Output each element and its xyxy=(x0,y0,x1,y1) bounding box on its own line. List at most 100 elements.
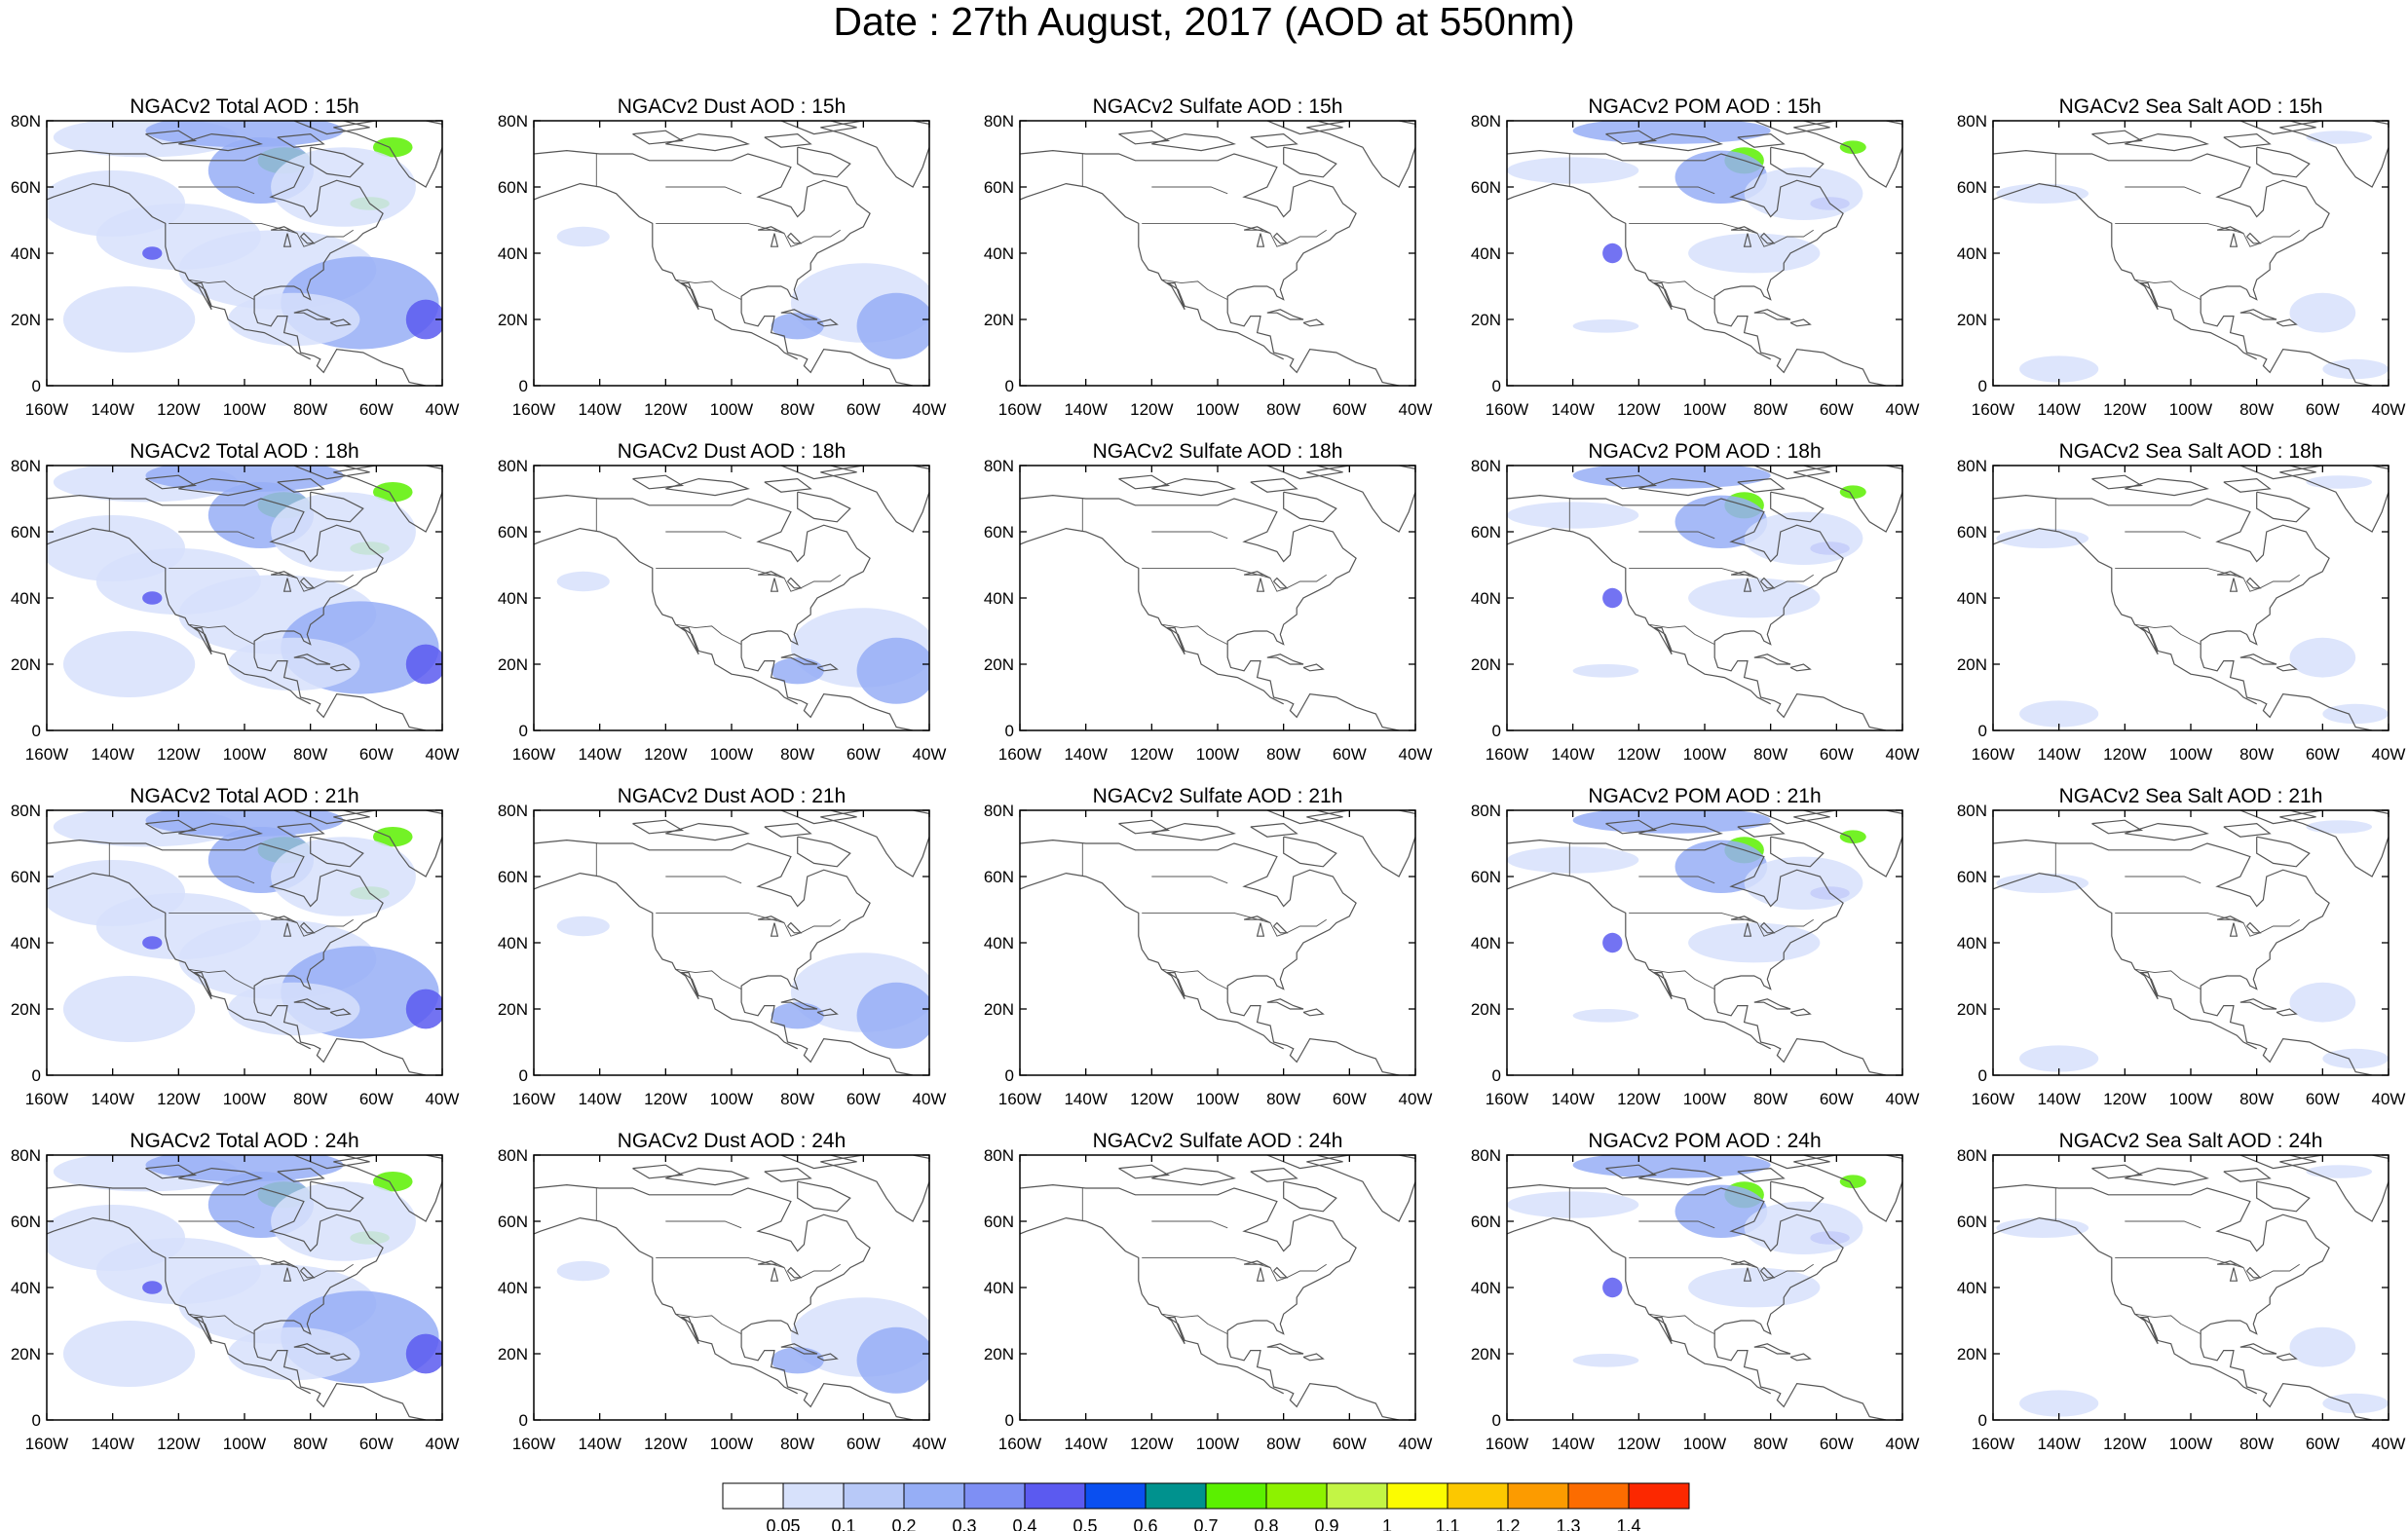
panel-title: NGACv2 Total AOD : 21h xyxy=(130,785,358,807)
y-tick-label: 80N xyxy=(1471,802,1501,820)
x-tick-label: 100W xyxy=(223,400,266,419)
panel-title: NGACv2 Sulfate AOD : 24h xyxy=(1093,1130,1343,1152)
x-tick-label: 80W xyxy=(1266,745,1300,764)
y-tick-label: 80N xyxy=(984,1146,1014,1165)
y-tick-label: 80N xyxy=(1957,457,1987,475)
coastlines xyxy=(1993,1155,2389,1420)
x-tick-label: 120W xyxy=(644,745,687,764)
colorbar-swatch xyxy=(1507,1482,1569,1510)
colorbar-label: 0.1 xyxy=(831,1516,855,1531)
aod-field xyxy=(1507,810,1866,1023)
y-tick-label: 20N xyxy=(1471,311,1501,329)
x-tick-label: 120W xyxy=(2103,745,2146,764)
aod-field xyxy=(1996,131,2389,383)
x-tick-label: 60W xyxy=(1333,745,1367,764)
x-tick-label: 120W xyxy=(2103,1090,2146,1108)
y-tick-label: 80N xyxy=(498,1146,528,1165)
colorbar-swatch xyxy=(1145,1482,1207,1510)
x-tick-label: 120W xyxy=(1130,1090,1173,1108)
colorbar-swatch xyxy=(1084,1482,1147,1510)
x-tick-label: 80W xyxy=(1753,1435,1787,1453)
y-tick-label: 0 xyxy=(32,722,41,740)
colorbar-swatch xyxy=(1386,1482,1449,1510)
x-tick-label: 140W xyxy=(2037,745,2080,764)
x-tick-label: 120W xyxy=(1130,745,1173,764)
y-tick-label: 60N xyxy=(1957,1213,1987,1231)
y-tick-label: 0 xyxy=(1492,377,1501,395)
y-tick-label: 40N xyxy=(11,934,41,952)
map-panel: NGACv2 Total AOD : 18h 160W 140W 120W 100W 80… xyxy=(11,440,460,764)
y-tick-label: 40N xyxy=(984,589,1014,608)
y-tick-label: 20N xyxy=(11,1345,41,1363)
panel-title: NGACv2 POM AOD : 15h xyxy=(1588,95,1821,118)
x-tick-label: 40W xyxy=(2372,400,2406,419)
y-tick-label: 40N xyxy=(1957,589,1987,608)
x-tick-label: 140W xyxy=(578,400,621,419)
map-panel: NGACv2 Sulfate AOD : 21h 160W 140W 120W 100W… xyxy=(984,785,1433,1108)
y-tick-label: 80N xyxy=(984,457,1014,475)
coastlines xyxy=(534,466,929,730)
x-tick-label: 140W xyxy=(1064,400,1107,419)
x-tick-label: 100W xyxy=(223,1090,266,1108)
map-panel: NGACv2 Total AOD : 21h 160W 140W 120W 100W 80… xyxy=(11,785,460,1108)
panel-title: NGACv2 Sea Salt AOD : 15h xyxy=(2059,95,2323,118)
x-tick-label: 140W xyxy=(1064,1090,1107,1108)
y-tick-label: 0 xyxy=(519,722,528,740)
x-tick-label: 140W xyxy=(1551,1435,1594,1453)
coastlines xyxy=(1020,810,1415,1075)
x-tick-label: 40W xyxy=(426,400,460,419)
x-tick-label: 120W xyxy=(157,400,200,419)
y-tick-label: 80N xyxy=(1471,112,1501,131)
coastlines xyxy=(47,1155,442,1420)
x-tick-label: 160W xyxy=(998,400,1041,419)
x-tick-label: 80W xyxy=(780,400,814,419)
y-tick-label: 60N xyxy=(498,523,528,541)
x-tick-label: 140W xyxy=(91,1090,133,1108)
aod-field xyxy=(556,226,929,359)
map-panel: NGACv2 Sulfate AOD : 24h 160W 140W 120W 100W… xyxy=(984,1130,1433,1453)
y-tick-label: 20N xyxy=(498,1345,528,1363)
coastlines xyxy=(534,810,929,1075)
y-tick-label: 20N xyxy=(498,1000,528,1019)
colorbar-label: 1.2 xyxy=(1495,1516,1520,1531)
y-tick-label: 40N xyxy=(11,589,41,608)
x-tick-label: 160W xyxy=(512,745,555,764)
y-tick-label: 60N xyxy=(1471,868,1501,886)
x-tick-label: 100W xyxy=(1196,1090,1239,1108)
aod-field xyxy=(1996,475,2389,728)
x-tick-label: 80W xyxy=(2239,400,2274,419)
x-tick-label: 60W xyxy=(847,1435,881,1453)
colorbar-label: 0.8 xyxy=(1254,1516,1278,1531)
x-tick-label: 60W xyxy=(359,745,394,764)
x-tick-label: 140W xyxy=(1551,745,1594,764)
panel-title: NGACv2 Sulfate AOD : 15h xyxy=(1093,95,1343,118)
panel-title: NGACv2 Total AOD : 15h xyxy=(130,95,358,118)
x-tick-label: 120W xyxy=(157,1090,200,1108)
x-tick-label: 160W xyxy=(512,400,555,419)
x-tick-label: 80W xyxy=(2239,745,2274,764)
panel-title: NGACv2 Sea Salt AOD : 21h xyxy=(2059,785,2323,807)
x-tick-label: 100W xyxy=(1683,1435,1726,1453)
panel-title: NGACv2 POM AOD : 18h xyxy=(1588,440,1821,463)
y-tick-label: 0 xyxy=(1978,722,1987,740)
y-tick-label: 20N xyxy=(1471,1000,1501,1019)
coastlines xyxy=(47,810,442,1075)
x-tick-label: 100W xyxy=(1683,1090,1726,1108)
y-tick-label: 0 xyxy=(1492,1411,1501,1430)
y-tick-label: 40N xyxy=(1471,934,1501,952)
x-tick-label: 80W xyxy=(293,1090,327,1108)
x-tick-label: 40W xyxy=(426,1090,460,1108)
x-tick-label: 80W xyxy=(1266,1090,1300,1108)
aod-field xyxy=(1507,466,1866,678)
map-panel: NGACv2 Sea Salt AOD : 15h 160W 140W 120W 100… xyxy=(1957,95,2406,419)
x-tick-label: 160W xyxy=(998,745,1041,764)
y-tick-label: 0 xyxy=(32,1411,41,1430)
y-tick-label: 80N xyxy=(1471,457,1501,475)
x-tick-label: 60W xyxy=(847,745,881,764)
x-tick-label: 40W xyxy=(426,1435,460,1453)
map-panel: NGACv2 Total AOD : 15h 160W 140W 120W 100W 80… xyxy=(11,95,460,419)
map-panel: NGACv2 Dust AOD : 15h 160W 140W 120W 100W 80W… xyxy=(498,95,947,419)
x-tick-label: 40W xyxy=(2372,1435,2406,1453)
x-tick-label: 120W xyxy=(157,1435,200,1453)
